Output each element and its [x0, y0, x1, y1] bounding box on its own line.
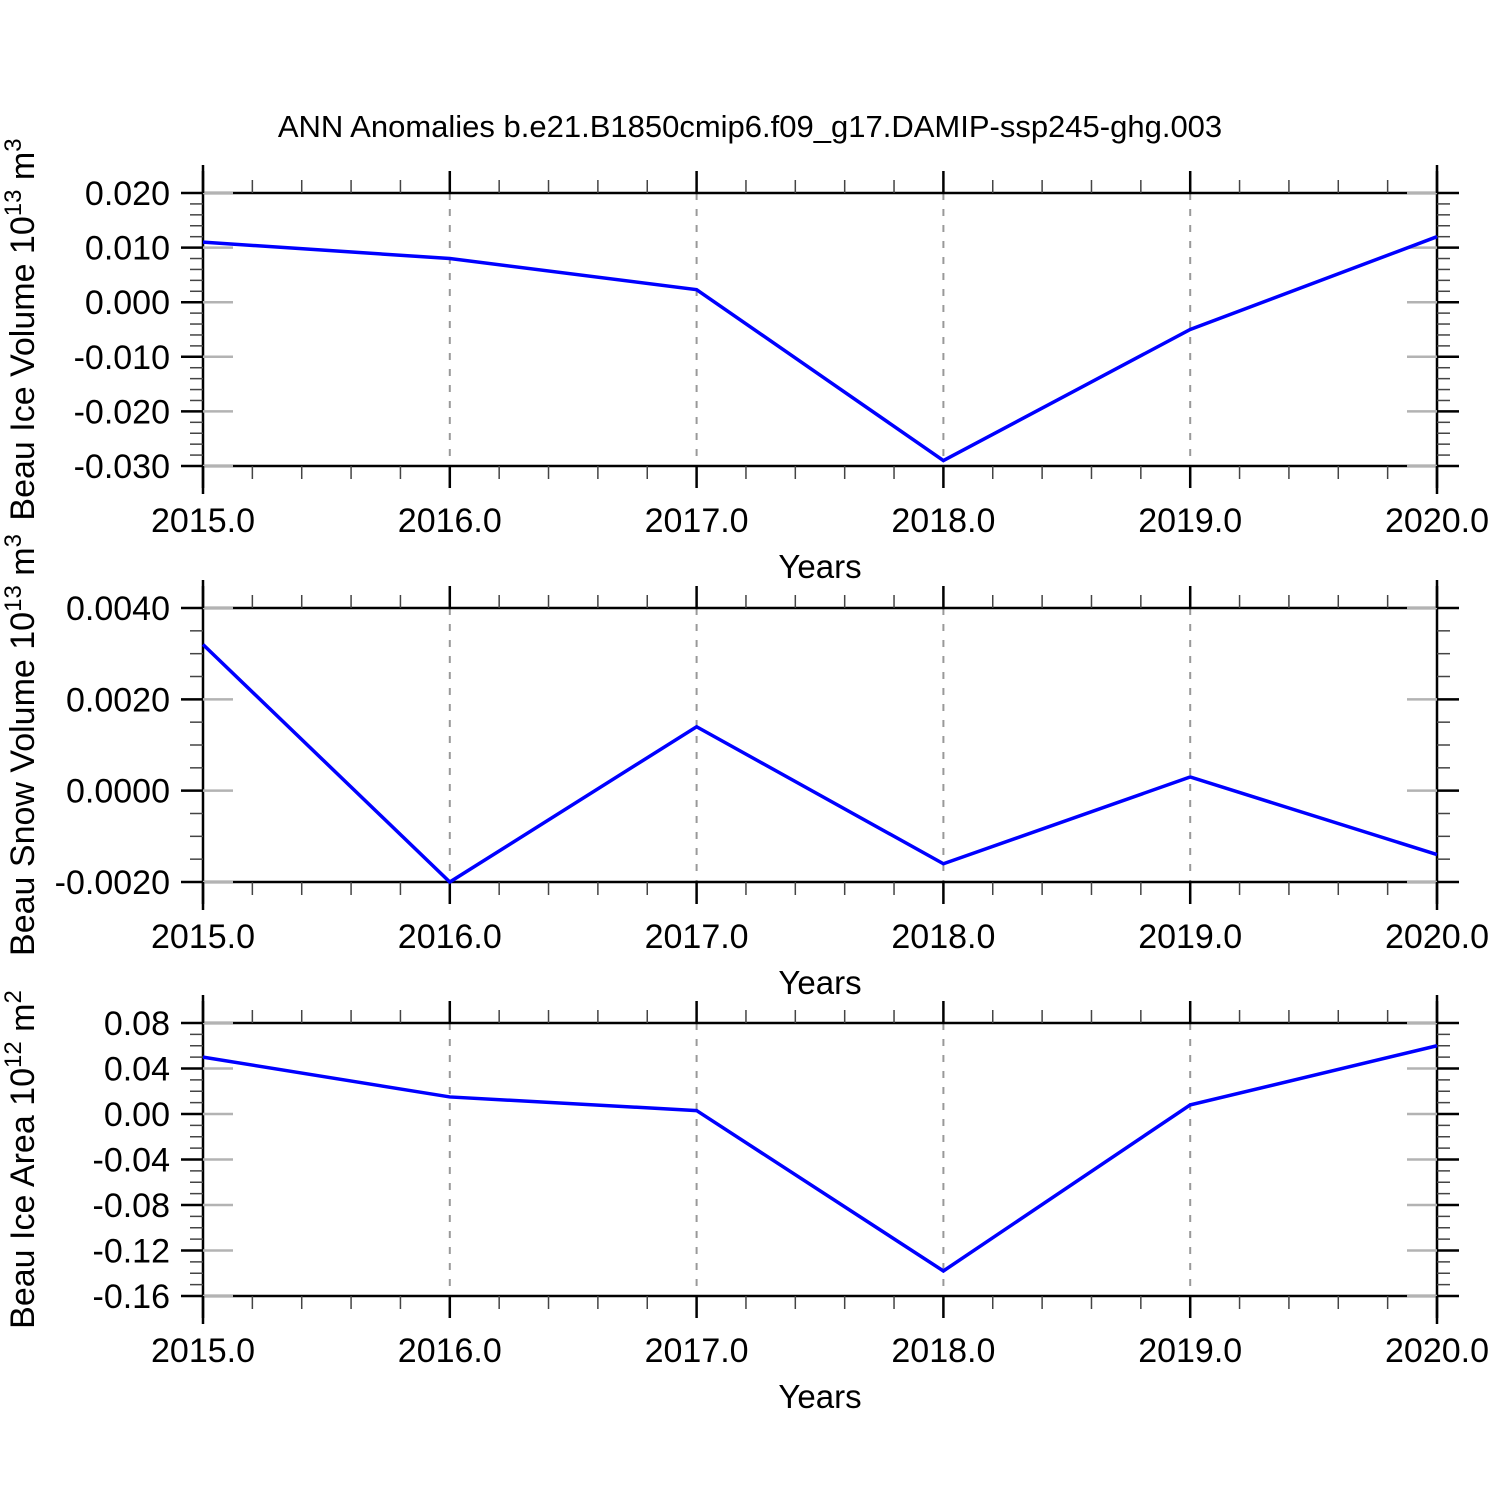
y-tick-label: 0.08: [104, 1005, 170, 1043]
y-tick-label: 0.020: [85, 175, 170, 213]
x-tick-label: 2019.0: [1138, 1332, 1242, 1370]
x-tick-label: 2016.0: [398, 1332, 502, 1370]
y-tick-label: 0.000: [85, 284, 170, 322]
x-tick-label: 2020.0: [1385, 1332, 1489, 1370]
x-tick-label: 2015.0: [151, 502, 255, 540]
y-tick-label: 0.0020: [66, 681, 170, 719]
gridlines: [448, 608, 1192, 882]
x-axis-title: Years: [778, 548, 861, 585]
y-tick-label: -0.12: [93, 1233, 171, 1271]
y-tick-label: 0.010: [85, 230, 170, 268]
beau-ice-area-panel: 0.08 0.04 0.00 -0.04 -0.08 -0.12 -0.16 2015.0 20…: [0, 990, 1489, 1415]
x-tick-label: 2019.0: [1138, 502, 1242, 540]
axes: 0.020 0.010 0.000 -0.010 -0.020 -0.030 2015.0 2…: [74, 165, 1489, 540]
axes: 0.0040 0.0020 0.0000 -0.0020 2015.0 2016.0 201…: [55, 580, 1489, 956]
series-line: [202, 1044, 1438, 1274]
x-tick-label: 2017.0: [645, 918, 749, 956]
x-tick-label: 2018.0: [891, 502, 995, 540]
x-tick-label: 2019.0: [1138, 918, 1242, 956]
axes: 0.08 0.04 0.00 -0.04 -0.08 -0.12 -0.16 2015.0 20…: [93, 995, 1489, 1370]
x-tick-label: 2018.0: [891, 1332, 995, 1370]
y-axis-title: Beau Ice Area 1012 m2: [0, 990, 42, 1329]
y-tick-label: -0.08: [93, 1187, 171, 1225]
x-tick-label: 2015.0: [151, 1332, 255, 1370]
x-tick-label: 2017.0: [645, 502, 749, 540]
x-tick-label: 2020.0: [1385, 502, 1489, 540]
y-tick-label: 0.04: [104, 1051, 170, 1089]
series-line: [201, 643, 1438, 885]
series-line: [202, 235, 1438, 463]
y-axis-title: Beau Ice Volume 1013 m3: [0, 138, 42, 520]
x-axis-title: Years: [778, 964, 861, 1001]
x-tick-label: 2015.0: [151, 918, 255, 956]
x-tick-label: 2018.0: [891, 918, 995, 956]
y-tick-label: -0.010: [74, 339, 170, 377]
beau-snow-volume-panel: 0.0040 0.0020 0.0000 -0.0020 2015.0 2016.0 201…: [0, 534, 1489, 1001]
beau-ice-volume-panel: 0.020 0.010 0.000 -0.010 -0.020 -0.030 2015.0 2…: [0, 138, 1489, 585]
y-tick-label: -0.030: [74, 448, 170, 486]
y-tick-label: 0.0040: [66, 590, 170, 628]
x-axis-title: Years: [778, 1378, 861, 1415]
y-tick-label: -0.0020: [55, 864, 170, 902]
y-tick-label: 0.0000: [66, 773, 170, 811]
gridlines: [448, 193, 1192, 466]
x-tick-label: 2017.0: [645, 1332, 749, 1370]
y-tick-label: -0.020: [74, 393, 170, 431]
chart-title: ANN Anomalies b.e21.B1850cmip6.f09_g17.D…: [277, 109, 1223, 144]
y-tick-label: -0.04: [93, 1142, 171, 1180]
y-tick-label: -0.16: [93, 1278, 171, 1316]
gridlines: [448, 1023, 1192, 1296]
x-tick-label: 2016.0: [398, 918, 502, 956]
y-axis-title: Beau Snow Volume 1013 m3: [0, 534, 42, 956]
x-tick-label: 2020.0: [1385, 918, 1489, 956]
x-tick-label: 2016.0: [398, 502, 502, 540]
y-tick-label: 0.00: [104, 1096, 170, 1134]
